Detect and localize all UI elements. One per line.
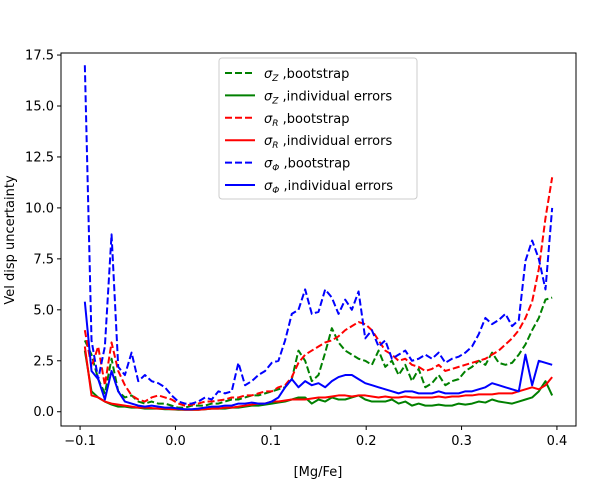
y-tick-label: 10.0: [25, 201, 54, 216]
legend-label-3: σR ,individual errors: [264, 134, 392, 151]
x-tick-label: 0.2: [356, 434, 377, 449]
legend-label-4: σΦ ,bootstrap: [264, 157, 350, 174]
y-tick-label: 0.0: [33, 405, 54, 420]
plot-frame: [60, 52, 577, 427]
y-tick-label: 12.5: [25, 150, 54, 165]
y-tick-label: 7.5: [33, 252, 54, 267]
y-tick-label: 5.0: [33, 303, 54, 318]
x-tick-label: 0.1: [260, 434, 281, 449]
x-tick-label: −0.1: [64, 434, 96, 449]
legend-label-0: σZ ,bootstrap: [264, 67, 349, 84]
series-line-0: [83, 296, 553, 409]
legend-label-5: σΦ ,individual errors: [264, 179, 393, 196]
x-axis-label: [Mg/Fe]: [294, 465, 343, 480]
legend-label-2: σR ,bootstrap: [264, 112, 349, 129]
data-layer: [83, 65, 554, 411]
legend-label-1: σZ ,individual errors: [264, 89, 392, 106]
series-line-2: [83, 177, 554, 407]
y-tick-label: 17.5: [25, 49, 54, 64]
x-tick-label: 0.4: [547, 434, 568, 449]
legend: σZ ,bootstrap σZ ,individual errors σR ,bo…: [218, 57, 418, 200]
x-tick-label: 0.0: [165, 434, 186, 449]
series-line-5: [83, 301, 553, 411]
y-tick-label: 2.5: [33, 354, 54, 369]
legend-frame: [218, 57, 418, 200]
x-tick-label: 0.3: [451, 434, 472, 449]
series-line-4: [83, 65, 554, 405]
y-tick-label: 15.0: [25, 99, 54, 114]
series-line-3: [83, 346, 553, 411]
y-axis-label: Vel disp uncertainty: [3, 175, 18, 305]
ticks-layer: −0.1 0.0 0.1 0.2 0.3 0.4 0.0 2.5 5.0 7.5 10.0 12.5 1…: [25, 49, 567, 449]
